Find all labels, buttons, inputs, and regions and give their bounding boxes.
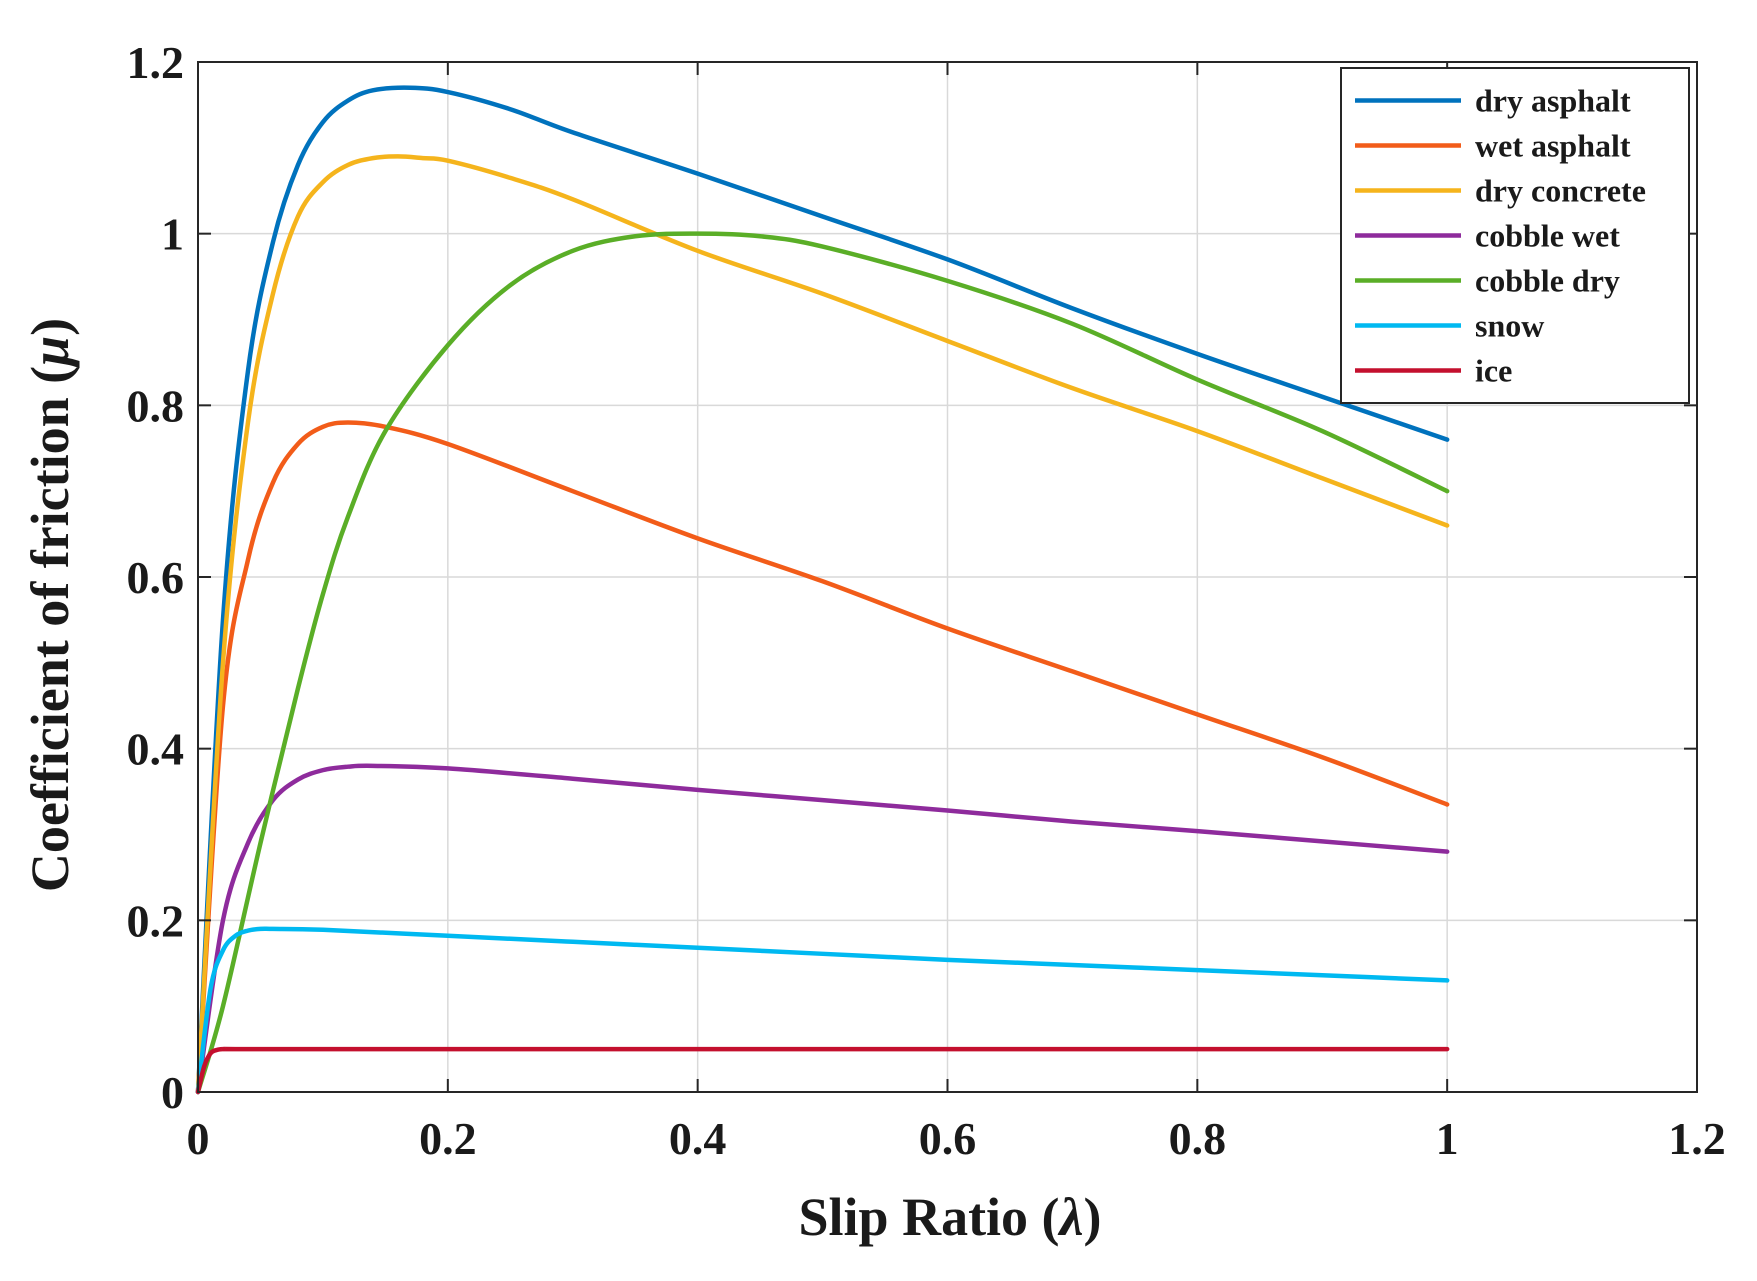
y-axis-title-symbol: μ	[20, 336, 80, 369]
x-tick-label: 1.2	[1668, 1113, 1726, 1164]
series-line-wet-asphalt	[195, 420, 1450, 1095]
y-axis-title-text: Coefficient of friction (	[20, 366, 80, 892]
series-line-dry-asphalt	[195, 85, 1450, 1095]
legend-label-cobble-wet: cobble wet	[1475, 218, 1620, 254]
x-tick-label: 0	[187, 1113, 210, 1164]
y-tick-label: 0	[161, 1067, 184, 1118]
y-tick-label: 1	[161, 209, 184, 260]
series-line-snow	[195, 926, 1450, 1095]
y-axis-title: Coefficient of friction (μ)	[20, 318, 80, 892]
x-axis-title-text: Slip Ratio (	[799, 1187, 1060, 1247]
legend-label-ice: ice	[1475, 353, 1512, 389]
y-tick-label: 0.6	[127, 552, 185, 603]
y-tick-label: 0.2	[127, 895, 185, 946]
x-tick-labels: 0 0.2 0.4 0.6 0.8 1 1.2	[187, 1113, 1726, 1164]
x-tick-label: 0.8	[1169, 1113, 1227, 1164]
legend-label-snow: snow	[1475, 308, 1544, 344]
legend-label-dry-asphalt: dry asphalt	[1475, 83, 1631, 119]
x-axis-title: Slip Ratio (λ)	[799, 1187, 1102, 1247]
series-line-dry-concrete	[195, 154, 1450, 1095]
y-axis-title-close: )	[20, 318, 80, 336]
x-tick-label: 0.2	[419, 1113, 477, 1164]
legend: dry asphalt wet asphalt dry concrete cobble…	[1340, 67, 1690, 404]
series-line-cobble-dry	[195, 231, 1450, 1095]
series-line-cobble-wet	[195, 763, 1450, 1095]
legend-label-cobble-dry: cobble dry	[1475, 263, 1620, 299]
y-tick-label: 0.8	[127, 380, 185, 431]
x-tick-label: 1	[1436, 1113, 1459, 1164]
series-line-ice	[195, 1046, 1450, 1095]
x-axis-title-close: )	[1084, 1187, 1102, 1247]
y-tick-label: 0.4	[127, 724, 185, 775]
x-axis-title-symbol: λ	[1058, 1187, 1084, 1247]
y-tick-label: 1.2	[127, 37, 185, 88]
series-lines	[195, 85, 1450, 1095]
x-tick-label: 0.4	[669, 1113, 727, 1164]
legend-label-wet-asphalt: wet asphalt	[1475, 128, 1631, 164]
tick-marks	[197, 61, 1698, 1093]
y-tick-labels: 0 0.2 0.4 0.6 0.8 1 1.2	[127, 37, 185, 1118]
legend-label-dry-concrete: dry concrete	[1475, 173, 1646, 209]
x-tick-label: 0.6	[919, 1113, 977, 1164]
